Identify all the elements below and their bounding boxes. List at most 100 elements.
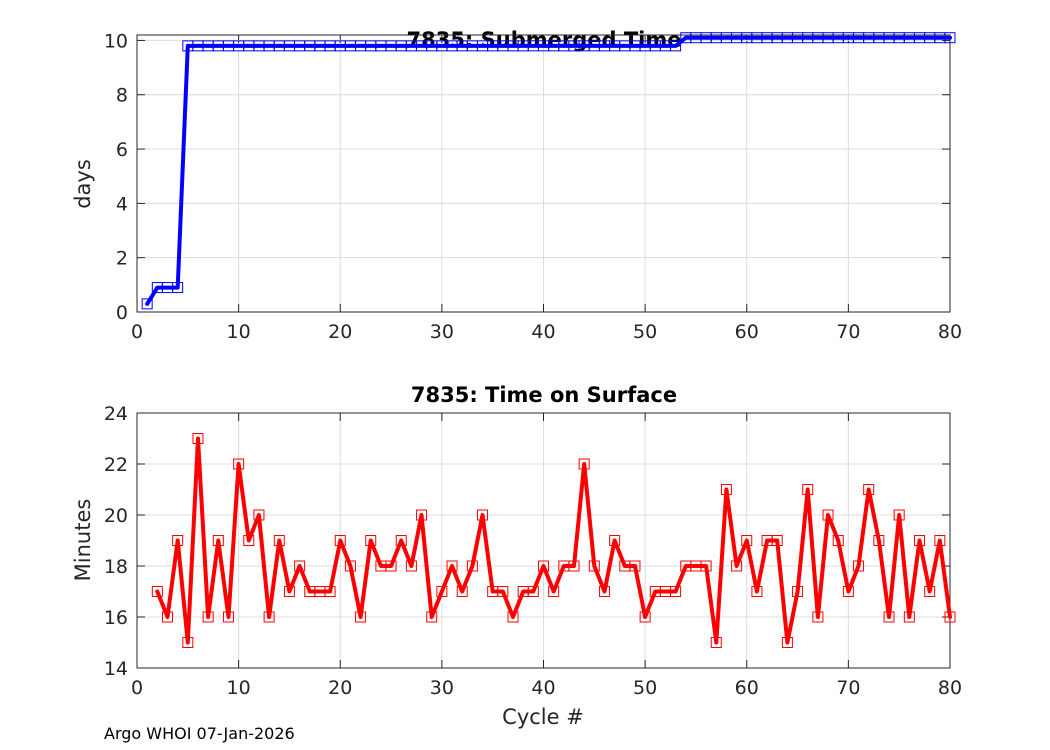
data-point [405,560,417,572]
x-tick-label: 80 [938,677,962,699]
data-point [344,560,356,572]
data-point [568,560,580,572]
data-point [812,611,824,623]
data-point [172,535,184,546]
data-point [914,535,926,546]
x-tick-label: 50 [633,321,657,343]
data-point [639,611,651,623]
data-point [751,586,763,597]
data-point [466,560,478,572]
data-point [842,586,854,597]
x-tick-label: 40 [531,321,555,343]
y-tick-label: 16 [104,607,128,629]
data-point [324,586,336,597]
data-point [893,509,905,521]
data-point [446,560,458,572]
data-point [771,535,783,546]
data-point [395,535,407,546]
plot-area [136,412,951,669]
data-point [609,535,621,546]
y-tick-label: 14 [104,658,128,680]
x-tick-label: 70 [836,677,860,699]
data-point [853,560,865,572]
data-point [548,586,560,597]
data-point [863,484,875,495]
data-point [802,484,814,495]
data-point [924,586,936,597]
y-tick-label: 20 [104,505,128,527]
data-point [141,298,153,310]
y-tick-label: 22 [104,454,128,476]
data-point [416,509,428,521]
data-point [202,611,214,623]
data-point [273,535,285,546]
data-point [507,611,519,623]
x-tick-label: 40 [531,677,555,699]
data-point [456,586,468,597]
y-tick-label: 18 [104,556,128,578]
data-point [710,637,722,648]
plot-border [136,34,951,313]
x-tick-label: 0 [131,677,143,699]
x-tick-label: 20 [328,321,352,343]
y-tick-label: 4 [116,193,128,215]
data-point [832,535,844,546]
data-point [355,611,367,623]
x-tick-label: 80 [938,321,962,343]
x-tick-label: 30 [430,321,454,343]
chart-title: 7835: Submerged Time [406,28,681,52]
x-tick-label: 10 [227,321,251,343]
x-tick-label: 60 [735,321,759,343]
data-point [192,433,204,444]
data-point [334,535,346,546]
y-tick-label: 2 [116,248,128,270]
y-tick-label: 8 [116,85,128,107]
data-point [222,611,234,623]
y-axis-label: Minutes [71,499,95,582]
series-line [155,436,952,645]
data-point [538,560,549,572]
data-point [283,586,295,597]
data-point [294,560,306,572]
data-point [720,484,732,495]
data-point [670,586,682,597]
plot-border [136,412,951,669]
data-point [903,611,915,623]
data-point [263,611,275,623]
x-tick-label: 30 [430,677,454,699]
plot-area [136,35,951,313]
y-tick-label: 10 [104,30,128,52]
data-point [873,535,885,546]
data-point [365,535,377,546]
data-point [781,637,793,648]
data-point [212,535,224,546]
x-tick-label: 20 [328,677,352,699]
data-point [700,560,712,572]
x-axis-label: Cycle # [502,705,584,729]
data-point [527,586,539,597]
x-tick-label: 0 [131,321,143,343]
data-point [731,560,743,572]
data-point [588,560,600,572]
x-tick-label: 50 [633,677,657,699]
data-point [598,586,610,597]
data-point [243,535,255,546]
data-point [233,458,245,470]
data-point [477,509,489,521]
submerged-time-chart: 7835: Submerged Time days 0 10 20 30 40 50 60 7… [71,28,962,343]
data-point [883,611,895,623]
x-tick-label: 10 [227,677,251,699]
data-point [741,535,753,546]
data-point [792,586,804,597]
y-tick-label: 24 [104,403,128,425]
data-point [944,32,956,44]
data-point [172,282,184,294]
data-point [436,586,448,597]
data-point [385,560,397,572]
data-point [426,611,438,623]
data-point [934,535,946,546]
y-axis-label: days [71,159,95,209]
x-tick-label: 60 [735,677,759,699]
y-tick-label: 0 [116,302,128,324]
